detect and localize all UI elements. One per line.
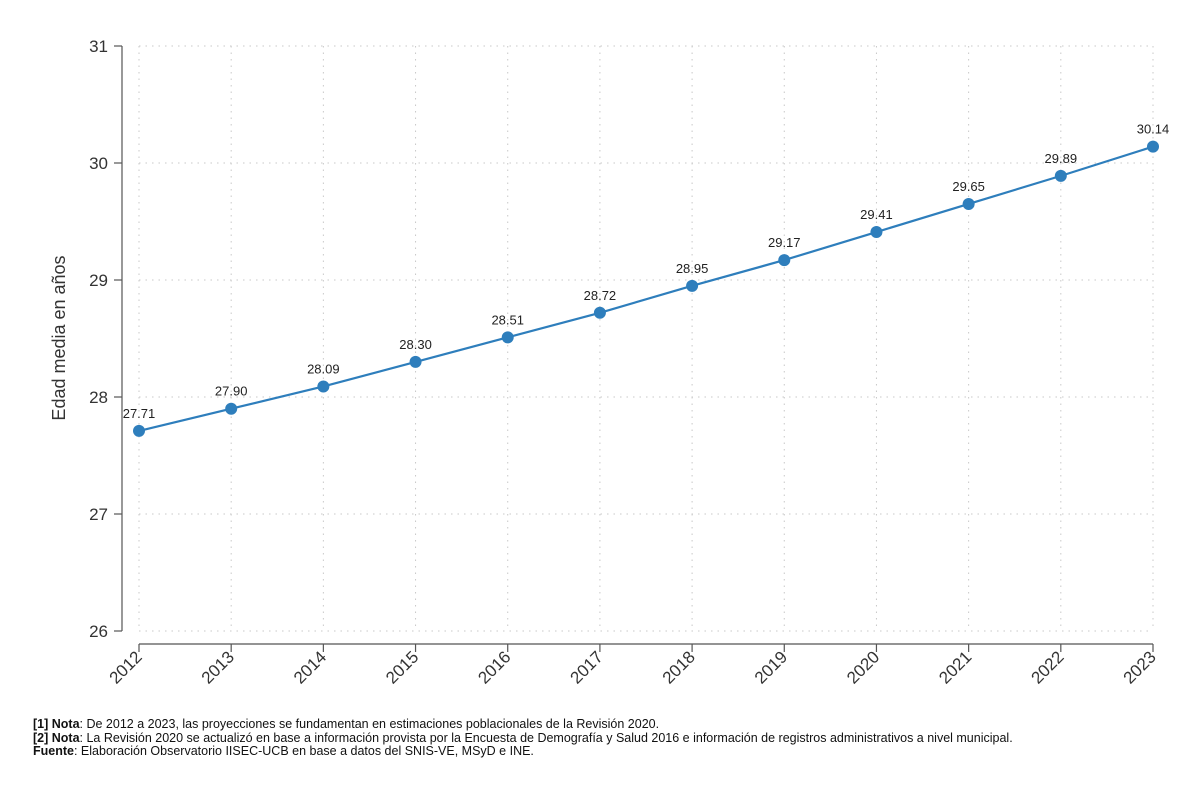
data-label: 30.14: [1137, 122, 1170, 137]
source-text: : Elaboración Observatorio IISEC-UCB en …: [73, 744, 534, 758]
data-point: [501, 331, 514, 344]
data-label: 27.71: [123, 406, 156, 421]
data-point: [593, 306, 606, 319]
source-label: Fuente: [33, 744, 74, 758]
note-1-label: [1] Nota: [33, 717, 80, 731]
data-label: 29.17: [768, 235, 801, 250]
x-tick-label: 2013: [198, 647, 238, 687]
y-axis-title: Edad media en años: [49, 255, 69, 420]
y-tick-label: 29: [89, 271, 108, 290]
note-2: [2] Nota: La Revisión 2020 se actualizó …: [33, 730, 1183, 746]
data-point: [409, 355, 422, 368]
series-line: [138, 145, 1154, 432]
data-label: 28.30: [399, 337, 432, 352]
data-point: [1147, 140, 1159, 153]
data-label: 27.90: [215, 384, 248, 399]
y-tick-label: 26: [89, 622, 108, 641]
data-label: 29.89: [1045, 151, 1078, 166]
x-tick-label: 2023: [1120, 647, 1160, 687]
y-tick-label: 27: [89, 505, 108, 524]
y-tick-label: 31: [89, 37, 108, 56]
gridlines: [138, 45, 1154, 632]
x-tick-label: 2021: [935, 647, 975, 687]
x-tick-label: 2012: [106, 647, 146, 687]
data-point: [686, 279, 699, 292]
note-2-label: [2] Nota: [33, 730, 80, 745]
x-tick-label: 2014: [290, 647, 330, 687]
note-2-text: : La Revisión 2020 se actualizó en base …: [79, 730, 1013, 745]
axes: [121, 46, 1153, 645]
data-label: 29.65: [952, 179, 985, 194]
footnotes: [1] Nota: De 2012 a 2023, las proyeccion…: [33, 717, 1183, 759]
data-label: 28.51: [491, 312, 524, 327]
data-point: [1054, 169, 1067, 182]
data-label: 29.41: [860, 207, 893, 222]
note-1-text: : De 2012 a 2023, las proyecciones se fu…: [79, 717, 660, 731]
x-tick-label: 2016: [474, 647, 514, 687]
x-tick-label: 2022: [1027, 647, 1067, 687]
x-tick-label: 2018: [659, 647, 699, 687]
data-point: [317, 380, 330, 393]
y-tick-label: 28: [89, 388, 108, 407]
data-point: [870, 226, 883, 239]
data-point: [225, 402, 238, 415]
series-points: [133, 140, 1159, 437]
data-label: 28.09: [307, 361, 340, 376]
data-point: [778, 254, 791, 267]
data-label: 28.95: [676, 261, 709, 276]
y-axis-ticks: 26 27 28 29 30 31: [89, 37, 122, 641]
data-point: [962, 197, 975, 210]
y-tick-label: 30: [89, 154, 108, 173]
x-tick-label: 2019: [751, 647, 791, 687]
x-axis-ticks: 2012 2013 2014 2015 2016 2017 2018 2019 2020 2021…: [106, 644, 1160, 688]
data-point: [133, 424, 145, 437]
x-tick-label: 2020: [843, 647, 883, 687]
x-tick-label: 2017: [567, 647, 607, 687]
note-1: [1] Nota: De 2012 a 2023, las proyeccion…: [33, 717, 1183, 732]
series-line-path: [138, 145, 1154, 432]
data-labels: 27.71 27.90 28.09 28.30 28.51 28.72 28.95 29.17…: [123, 122, 1170, 421]
x-tick-label: 2015: [382, 647, 422, 687]
source-note: Fuente: Elaboración Observatorio IISEC-U…: [33, 744, 1183, 759]
data-label: 28.72: [584, 288, 617, 303]
